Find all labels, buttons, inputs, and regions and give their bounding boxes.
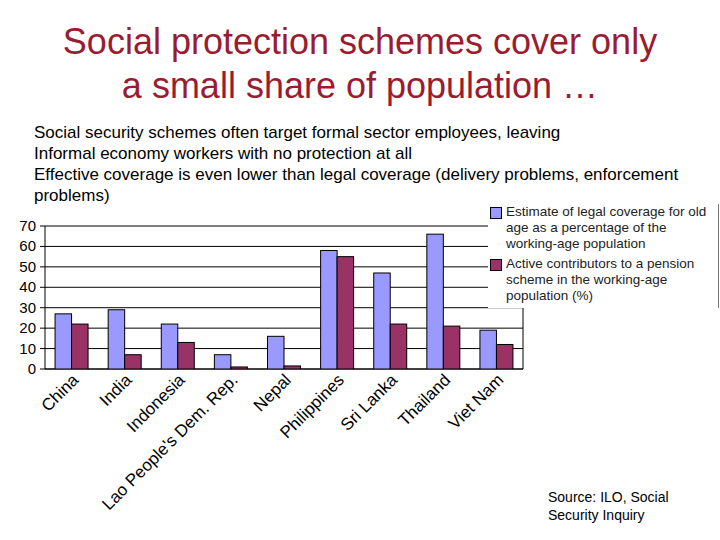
tick-label: 70 [19,217,36,234]
bar [268,336,285,369]
bar [72,324,89,369]
bar [480,330,497,369]
bar [161,324,178,369]
tick [40,369,45,370]
legend-swatch [490,259,502,271]
tick [40,307,45,308]
tick-label: 20 [19,319,36,336]
note: Effective coverage is even lower than le… [34,164,714,206]
tick [40,287,45,288]
grid-line [45,226,523,227]
bar [337,257,354,369]
bar [284,366,301,369]
grid-line [45,307,523,308]
bar [390,324,407,369]
bar [427,234,444,369]
bar [214,355,231,369]
legend-item: Active contributors to a pension scheme … [488,256,718,304]
bars [55,234,513,369]
tick [40,348,45,349]
legend-label: Active contributors to a pension scheme … [506,256,694,303]
category-label: Viet Nam [445,370,508,433]
grid-line [45,266,523,267]
note: Social security schemes often target for… [34,122,714,143]
bar [443,326,460,369]
y-axis [45,226,46,369]
bar [496,344,513,369]
grid-line [45,287,523,288]
bar [178,342,195,369]
tick-label: 60 [19,237,36,254]
legend-swatch [490,207,502,219]
category-label: Nepal [250,370,295,415]
bar [108,310,125,369]
legend: Estimate of legal coverage for old age a… [488,204,719,308]
category-label: Philippines [276,370,348,442]
source: Source: ILO, Social Security Inquiry [548,488,708,524]
legend-label: Estimate of legal coverage for old age a… [506,204,706,251]
tick-label: 40 [19,278,36,295]
tick [40,266,45,267]
notes: Social security schemes often target for… [34,122,714,206]
tick-label: 50 [19,258,36,275]
category-label: Sri Lanka [337,370,402,435]
bar [374,273,391,369]
tick [40,246,45,247]
note: Informal economy workers with no protect… [34,143,714,164]
tick-label: 10 [19,340,36,357]
tick [40,226,45,227]
bar [231,367,248,369]
tick-label: 30 [19,299,36,316]
grid-line [45,246,523,247]
title: Social protection schemes cover only a s… [50,20,670,108]
tick [40,328,45,329]
bar [321,251,338,369]
legend-item: Estimate of legal coverage for old age a… [488,204,718,252]
bar [125,355,141,369]
bar [55,314,72,369]
category-label: Lao People's Dem. Rep. [98,370,241,513]
tick-label: 0 [28,360,36,377]
category-label: China [38,370,83,415]
category-label: India [96,370,136,410]
